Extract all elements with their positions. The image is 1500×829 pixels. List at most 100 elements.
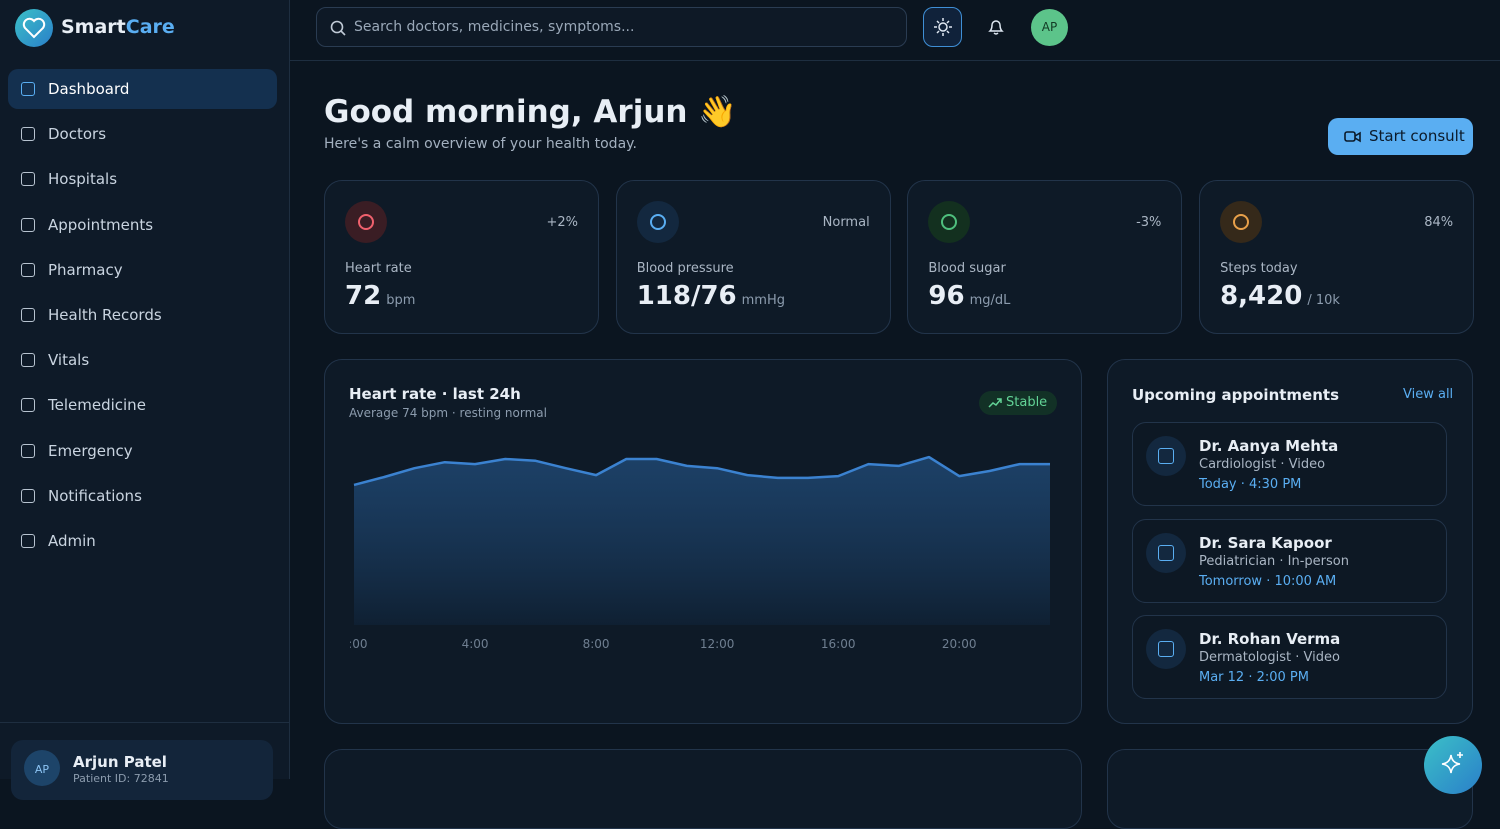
nav-label: Pharmacy bbox=[48, 260, 123, 279]
user-name: Arjun Patel bbox=[73, 753, 167, 771]
stat-value-row: 72 bpm bbox=[345, 281, 415, 311]
doctor-detail: Pediatrician · In-person bbox=[1199, 553, 1349, 569]
start-consult[interactable]: Start consult bbox=[1328, 118, 1473, 155]
x-tick-label: 12:00 bbox=[700, 637, 735, 651]
calendar-glyph bbox=[1158, 641, 1174, 657]
stat-icon-glyph bbox=[941, 214, 958, 230]
nav-icon bbox=[21, 353, 35, 368]
stat-unit: mg/dL bbox=[969, 293, 1011, 308]
video-icon bbox=[1344, 131, 1361, 143]
nav-item[interactable]: Pharmacy bbox=[8, 250, 277, 290]
nav-item[interactable]: Appointments bbox=[8, 205, 277, 245]
stat-icon bbox=[1220, 201, 1263, 243]
nav-icon bbox=[21, 308, 35, 322]
sparkle-icon bbox=[1441, 752, 1463, 774]
divider bbox=[0, 722, 290, 723]
calendar-glyph bbox=[1158, 448, 1174, 464]
header-avatar[interactable]: AP bbox=[1031, 9, 1068, 46]
appointment-time: Tomorrow · 10:00 AM bbox=[1199, 573, 1337, 589]
stat-unit: bpm bbox=[386, 293, 416, 308]
stat-card: -3% Blood sugar 96 mg/dL bbox=[907, 180, 1183, 334]
theme-button[interactable] bbox=[923, 7, 962, 47]
greeting-subtitle: Here's a calm overview of your health to… bbox=[324, 136, 637, 152]
doctor-name: Dr. Aanya Mehta bbox=[1199, 437, 1339, 455]
header-line bbox=[290, 60, 1500, 61]
start-consult-label: Start consult bbox=[1369, 127, 1465, 145]
stat-card: 84% Steps today 8,420 / 10k bbox=[1199, 180, 1475, 334]
stat-value-row: 96 mg/dL bbox=[928, 281, 1010, 311]
sun-icon bbox=[934, 18, 952, 36]
nav-item[interactable]: Emergency bbox=[8, 431, 277, 471]
nav-item[interactable]: Doctors bbox=[8, 114, 277, 154]
nav-label: Hospitals bbox=[48, 170, 118, 189]
search[interactable]: Search doctors, medicines, symptoms... bbox=[316, 7, 907, 47]
nav-icon bbox=[21, 488, 35, 503]
appointment-icon bbox=[1146, 436, 1186, 476]
sidebar bbox=[0, 0, 290, 779]
nav-active bbox=[8, 69, 277, 109]
appointment-time: Mar 12 · 2:00 PM bbox=[1199, 670, 1309, 685]
doctor-name: Dr. Rohan Verma bbox=[1199, 630, 1341, 648]
stat-value: 96 bbox=[928, 281, 965, 311]
nav-label: Dashboard bbox=[48, 80, 130, 98]
stat-icon-glyph bbox=[1233, 214, 1250, 230]
nav-label: Emergency bbox=[48, 441, 133, 460]
nav-label: Vitals bbox=[48, 351, 90, 370]
nav-item[interactable]: Hospitals bbox=[8, 159, 277, 199]
doctor-detail: Dermatologist · Video bbox=[1199, 650, 1340, 665]
nav-label: Admin bbox=[48, 532, 96, 550]
stat-unit: / 10k bbox=[1307, 293, 1340, 308]
nav-label: Appointments bbox=[48, 215, 154, 234]
stat-icon-glyph bbox=[649, 214, 666, 230]
bottom-card bbox=[1107, 749, 1473, 829]
stat-icon bbox=[345, 201, 387, 243]
nav-item[interactable]: Health Records bbox=[8, 295, 277, 335]
brand-b: Care bbox=[125, 16, 175, 38]
stat-change: +2% bbox=[546, 215, 578, 230]
bottom-card bbox=[324, 749, 1082, 829]
appointment[interactable]: Dr. Sara Kapoor Pediatrician · In-person T… bbox=[1132, 518, 1447, 603]
nav-label: Doctors bbox=[48, 125, 107, 144]
stat-change: 84% bbox=[1424, 215, 1454, 230]
heart-rate-chart: 0:00 4:00 8:00 12:00 16:00 20:00 bbox=[341, 455, 1050, 651]
appointment-icon bbox=[1146, 532, 1186, 573]
doctor-name: Dr. Sara Kapoor bbox=[1199, 533, 1332, 552]
appointment-icon bbox=[1146, 629, 1186, 669]
nav-icon bbox=[21, 217, 35, 232]
stat-value: 72 bbox=[345, 281, 382, 311]
brand-a: Smart bbox=[61, 16, 126, 38]
trend-icon bbox=[988, 398, 1002, 408]
view-all[interactable]: View all bbox=[1403, 387, 1454, 402]
stat-card: Normal Blood pressure 118/76 mmHg bbox=[615, 180, 891, 334]
nav-item[interactable]: Vitals bbox=[8, 340, 277, 380]
appointment[interactable]: Dr. Aanya Mehta Cardiologist · Video Today… bbox=[1132, 422, 1447, 506]
appointment[interactable]: Dr. Rohan Verma Dermatologist · Video Mar … bbox=[1132, 615, 1447, 699]
stat-icon bbox=[636, 201, 679, 243]
user-avatar: AP bbox=[24, 750, 60, 786]
stable-label: Stable bbox=[1006, 395, 1048, 410]
area bbox=[354, 457, 1050, 625]
bell-icon[interactable] bbox=[986, 17, 1006, 37]
x-tick-label: 20:00 bbox=[942, 637, 977, 651]
stat-card: +2% Heart rate 72 bpm bbox=[324, 180, 599, 334]
nav-label: Telemedicine bbox=[48, 396, 146, 415]
nav-icon bbox=[21, 172, 35, 187]
doctor-detail: Cardiologist · Video bbox=[1199, 457, 1326, 472]
nav-item[interactable]: Dashboard bbox=[8, 69, 277, 109]
stat-value: 118/76 bbox=[636, 281, 737, 311]
nav-item[interactable]: Telemedicine bbox=[8, 385, 277, 425]
nav-icon bbox=[21, 443, 35, 458]
greeting-title: Good morning, Arjun 👋 bbox=[324, 94, 737, 130]
stable-badge: Stable bbox=[979, 391, 1058, 415]
nav-item[interactable]: Notifications bbox=[8, 476, 277, 516]
search-placeholder: Search doctors, medicines, symptoms... bbox=[354, 19, 635, 35]
calendar-glyph bbox=[1158, 544, 1174, 561]
nav-item[interactable]: Admin bbox=[8, 521, 277, 561]
nav-label: Notifications bbox=[48, 486, 142, 505]
x-tick-label: 0:00 bbox=[341, 637, 368, 651]
nav-icon bbox=[21, 82, 35, 96]
assistant-button[interactable] bbox=[1424, 736, 1482, 794]
appointment-time: Today · 4:30 PM bbox=[1199, 477, 1302, 492]
stat-change: -3% bbox=[1136, 215, 1162, 230]
nav-label: Health Records bbox=[48, 306, 162, 324]
